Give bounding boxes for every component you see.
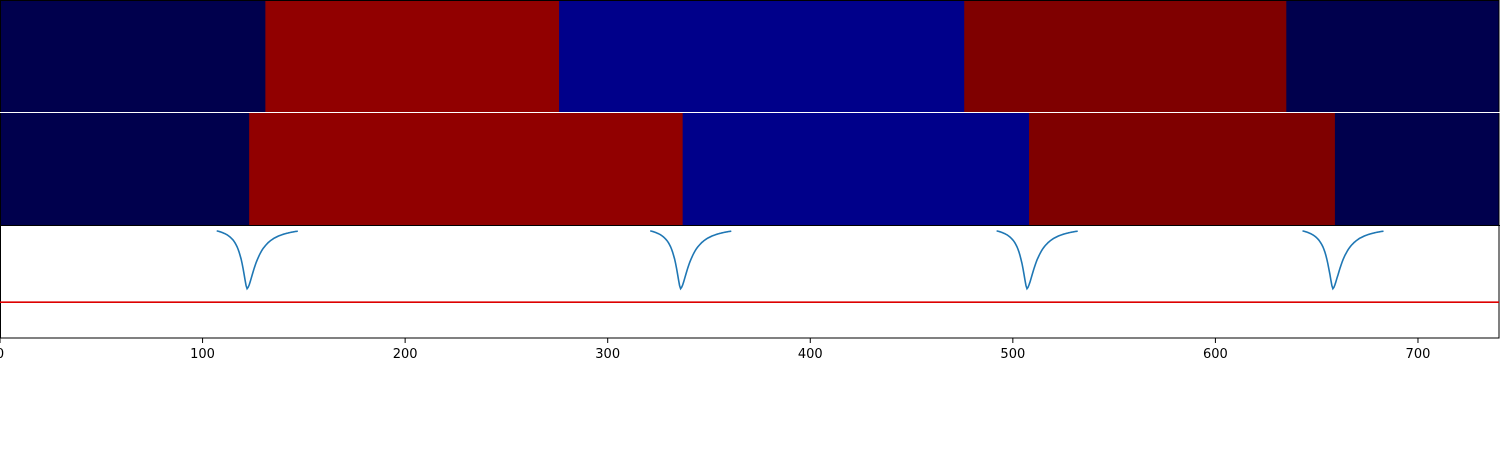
- segment-row2-4: [1334, 113, 1500, 225]
- confidence-dip-3: [1302, 230, 1384, 291]
- segment-row1-4: [1286, 0, 1500, 112]
- x-tick-label-5: 500: [1000, 347, 1025, 362]
- segment-row2-1: [249, 113, 684, 225]
- segmentation-row-1: [0, 0, 1500, 112]
- confidence-dip-1: [650, 230, 732, 291]
- segment-row1-0: [0, 0, 266, 112]
- segment-row1-3: [964, 0, 1287, 112]
- segment-row1-1: [265, 0, 560, 112]
- segment-row2-2: [682, 113, 1030, 225]
- x-tick-label-4: 400: [798, 347, 823, 362]
- x-axis: 0 100 200 300 400 500 600 700: [0, 338, 1430, 362]
- x-tick-label-3: 300: [595, 347, 620, 362]
- confidence-dip-0: [216, 230, 298, 291]
- segment-row2-3: [1029, 113, 1336, 225]
- plot-frame: [0, 0, 1500, 339]
- segment-row1-2: [559, 0, 965, 112]
- x-tick-label-0: 0: [0, 347, 4, 362]
- boundary-confidence-panel: [0, 0, 1500, 339]
- x-tick-label-6: 600: [1203, 347, 1228, 362]
- segmentation-row-2: [0, 113, 1500, 225]
- x-tick-label-2: 200: [393, 347, 418, 362]
- confidence-dip-2: [996, 230, 1078, 291]
- x-tick-label-7: 700: [1406, 347, 1431, 362]
- segment-row2-0: [0, 113, 250, 225]
- x-tick-label-1: 100: [190, 347, 215, 362]
